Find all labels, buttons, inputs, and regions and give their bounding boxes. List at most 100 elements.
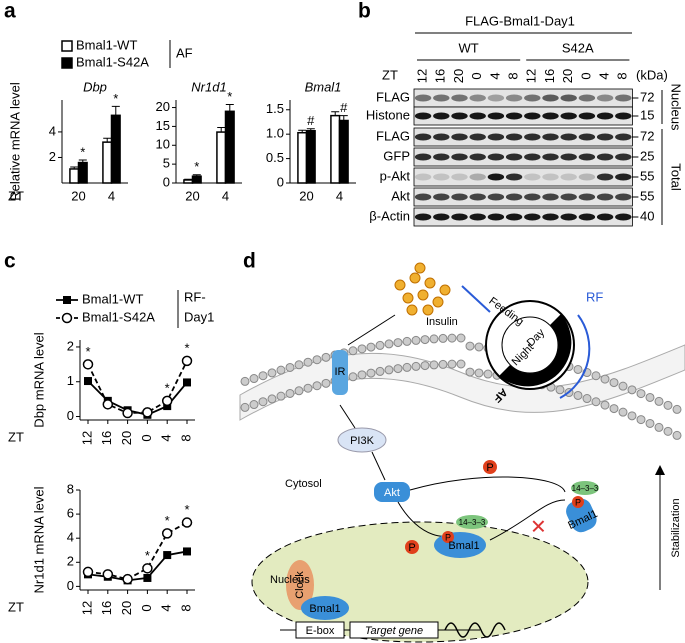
label: P <box>445 532 451 542</box>
label: Cytosol <box>285 478 322 490</box>
lipid <box>303 383 313 393</box>
band <box>560 213 577 221</box>
band <box>560 112 577 120</box>
error-bar <box>225 104 234 112</box>
x-tick-label: 0 <box>139 604 154 611</box>
band <box>596 112 614 120</box>
lipid <box>645 418 655 428</box>
band <box>542 193 559 201</box>
label: Nucleus <box>270 574 310 586</box>
x-tick-label: 0 <box>139 434 154 441</box>
label: 14–3–3 <box>572 484 599 493</box>
error-bar <box>192 174 201 177</box>
annotation: * <box>227 89 232 104</box>
legend-swatch <box>61 57 73 69</box>
bar <box>330 114 341 184</box>
label: Insulin <box>426 316 458 328</box>
panel-letter: c <box>4 250 16 273</box>
pi3k-shape <box>337 427 387 453</box>
band <box>469 193 486 201</box>
lipid <box>600 374 610 384</box>
band <box>433 173 450 181</box>
bmal1-shape <box>566 498 597 533</box>
inner-dial <box>501 316 559 374</box>
arrow <box>489 499 566 541</box>
band <box>524 153 541 161</box>
band <box>414 112 432 120</box>
band <box>487 94 505 102</box>
kda-marker: 72 <box>640 89 654 104</box>
condition: Day1 <box>184 309 214 324</box>
annotation: * <box>184 502 189 517</box>
point <box>82 566 94 578</box>
band <box>542 112 559 120</box>
band <box>433 112 450 120</box>
x-tick-label: 20 <box>185 188 199 203</box>
y-tick-label: 1.5 <box>266 101 284 116</box>
lane-label: 16 <box>542 69 557 83</box>
x-tick-label: 4 <box>108 188 115 203</box>
legend-label: Bmal1-WT <box>76 37 137 52</box>
label: PI3K <box>350 435 375 447</box>
bar <box>77 161 88 184</box>
lipid <box>393 364 403 374</box>
x-tick-label: 4 <box>159 604 174 611</box>
lipid <box>609 404 619 414</box>
band <box>596 213 614 221</box>
receptor <box>332 350 348 395</box>
lipid <box>438 359 448 369</box>
band <box>414 213 432 221</box>
band <box>469 94 486 102</box>
x-tick-label: 4 <box>159 434 174 441</box>
point <box>163 551 172 560</box>
block: ✕ <box>530 516 547 538</box>
y-tick-label: 1.0 <box>266 126 284 141</box>
bar <box>102 141 113 184</box>
y-tick-label: 0 <box>277 174 284 189</box>
lipid <box>465 341 475 351</box>
band <box>469 112 486 120</box>
point <box>142 563 153 574</box>
band <box>596 153 614 161</box>
band <box>505 173 523 181</box>
legend-swatch <box>61 40 73 52</box>
y-tick-label: 6 <box>67 506 74 521</box>
annotation: # <box>307 113 315 128</box>
arrow <box>339 404 356 429</box>
lipid <box>249 400 259 410</box>
point <box>181 355 193 367</box>
y-tick-label: 8 <box>67 481 74 496</box>
label: P <box>486 462 493 474</box>
label: E-box <box>306 625 335 637</box>
chart-title: Dbp <box>83 79 107 94</box>
lipid <box>348 372 358 382</box>
transcript <box>444 622 506 638</box>
band <box>433 193 450 201</box>
kda-marker: 55 <box>640 168 654 183</box>
band <box>560 94 577 102</box>
legend-marker <box>63 296 71 304</box>
point <box>183 547 191 556</box>
akt-shape <box>374 482 410 502</box>
lipid <box>366 342 376 352</box>
lane-label: 12 <box>415 69 430 83</box>
lipid <box>420 361 430 371</box>
band <box>524 112 541 120</box>
lipid <box>240 402 250 412</box>
lipid <box>393 338 403 348</box>
x-tick-label: 16 <box>99 601 114 615</box>
adaptor-shape <box>571 481 599 495</box>
fraction-label: Total <box>669 163 684 191</box>
bar <box>305 130 316 184</box>
chart-title: Nr1d1 <box>191 79 226 94</box>
group-label: WT <box>458 40 478 55</box>
x-tick-label: 8 <box>178 604 193 611</box>
x-tick-label: 4 <box>336 188 343 203</box>
band <box>542 94 559 102</box>
lipid <box>321 378 331 388</box>
lipid <box>627 411 637 421</box>
series-line <box>87 360 188 414</box>
arrow <box>371 451 386 481</box>
y-tick-label: 4 <box>67 530 74 545</box>
point <box>84 377 92 386</box>
